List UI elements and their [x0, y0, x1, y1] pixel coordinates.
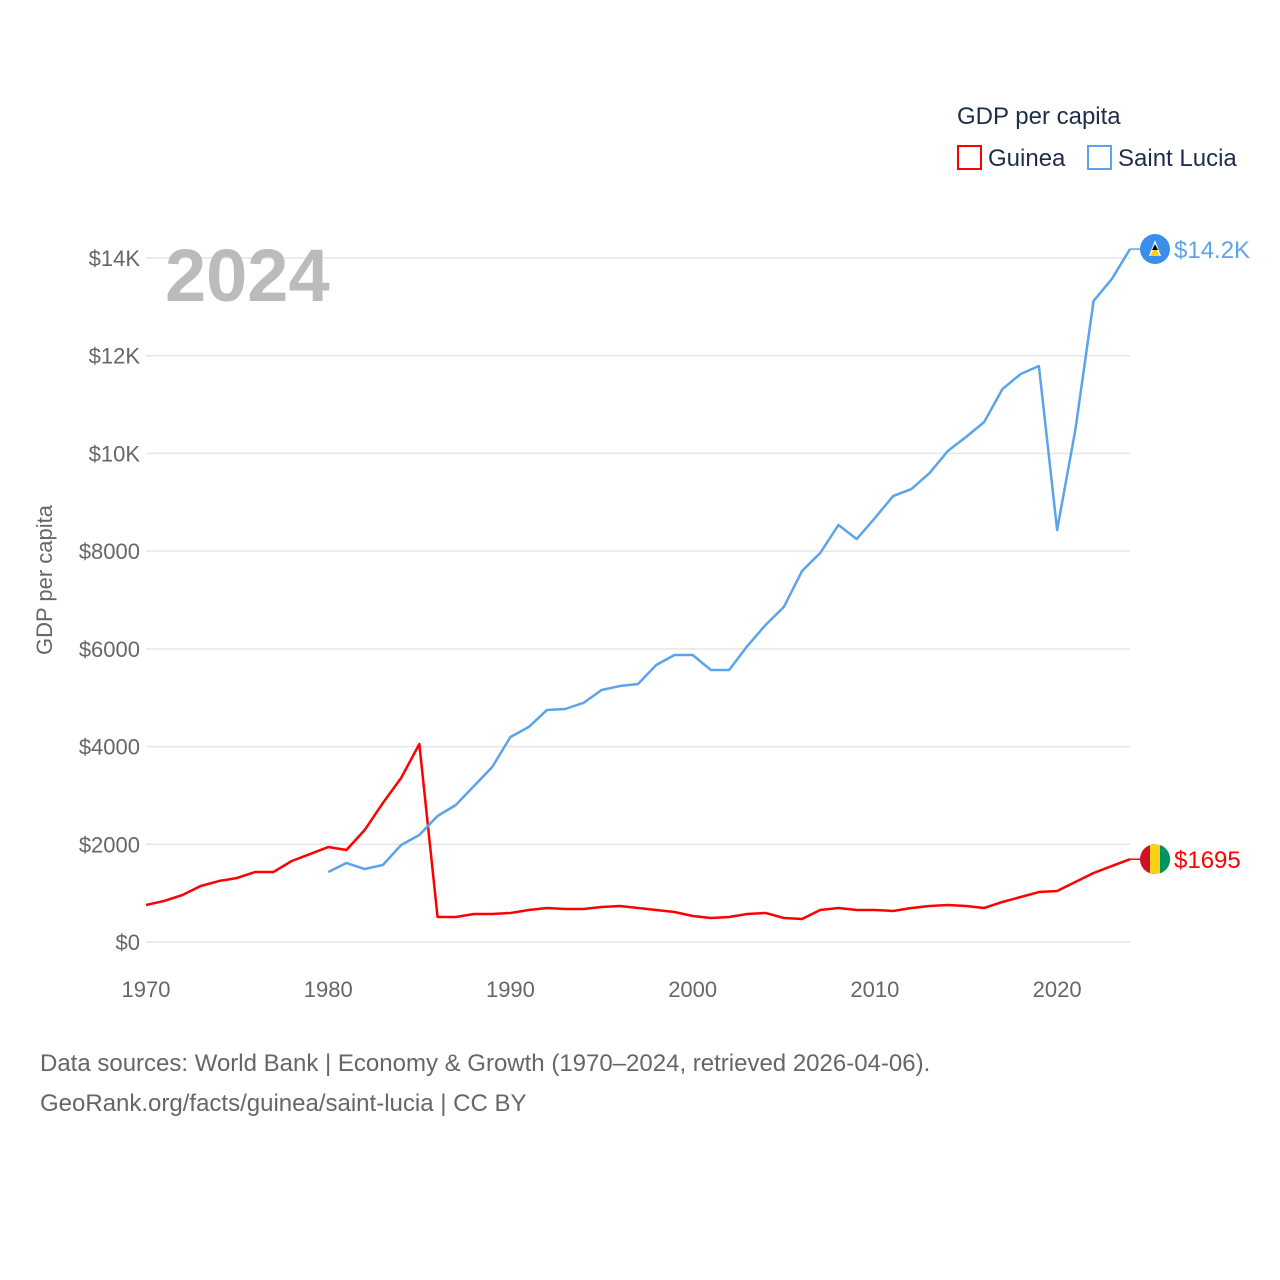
end-value-label: $1695 — [1174, 847, 1241, 874]
flag-stripe — [1160, 844, 1171, 874]
x-tick-label: 2020 — [1033, 977, 1082, 1002]
flag-triangle — [1150, 246, 1160, 257]
legend-label[interactable]: Saint Lucia — [1118, 145, 1237, 172]
flag-stripe — [1140, 844, 1155, 875]
y-tick-label: $12K — [89, 344, 141, 369]
year-label: 2024 — [165, 234, 330, 317]
y-tick-label: $4000 — [79, 735, 140, 760]
end-value-label: $14.2K — [1174, 237, 1250, 264]
legend-swatch[interactable] — [1087, 145, 1112, 170]
y-tick-label: $10K — [89, 441, 141, 466]
x-tick-label: 2000 — [668, 977, 717, 1002]
y-tick-label: $8000 — [79, 539, 140, 564]
y-tick-label: $6000 — [79, 637, 140, 662]
y-tick-label: $2000 — [79, 832, 140, 857]
x-tick-label: 2010 — [850, 977, 899, 1002]
source-line: Data sources: World Bank | Economy & Gro… — [40, 1050, 931, 1077]
x-tick-label: 1990 — [486, 977, 535, 1002]
y-tick-label: $14K — [89, 246, 141, 271]
y-tick-label: $0 — [116, 930, 140, 955]
flag-triangle — [1152, 244, 1158, 251]
x-tick-label: 1970 — [122, 977, 171, 1002]
legend-swatch[interactable] — [957, 145, 982, 170]
source-note: Data sources: World Bank | Economy & Gro… — [40, 1044, 930, 1124]
series-line-guinea — [145, 742, 1131, 921]
legend-label[interactable]: Guinea — [988, 145, 1066, 172]
series-line-saint-lucia — [327, 248, 1132, 874]
y-axis-label: GDP per capita — [32, 504, 57, 655]
legend-title: GDP per capita — [957, 103, 1121, 130]
x-tick-label: 1980 — [304, 977, 353, 1002]
source-link[interactable]: GeoRank.org/facts/guinea/saint-lucia | C… — [40, 1090, 527, 1117]
